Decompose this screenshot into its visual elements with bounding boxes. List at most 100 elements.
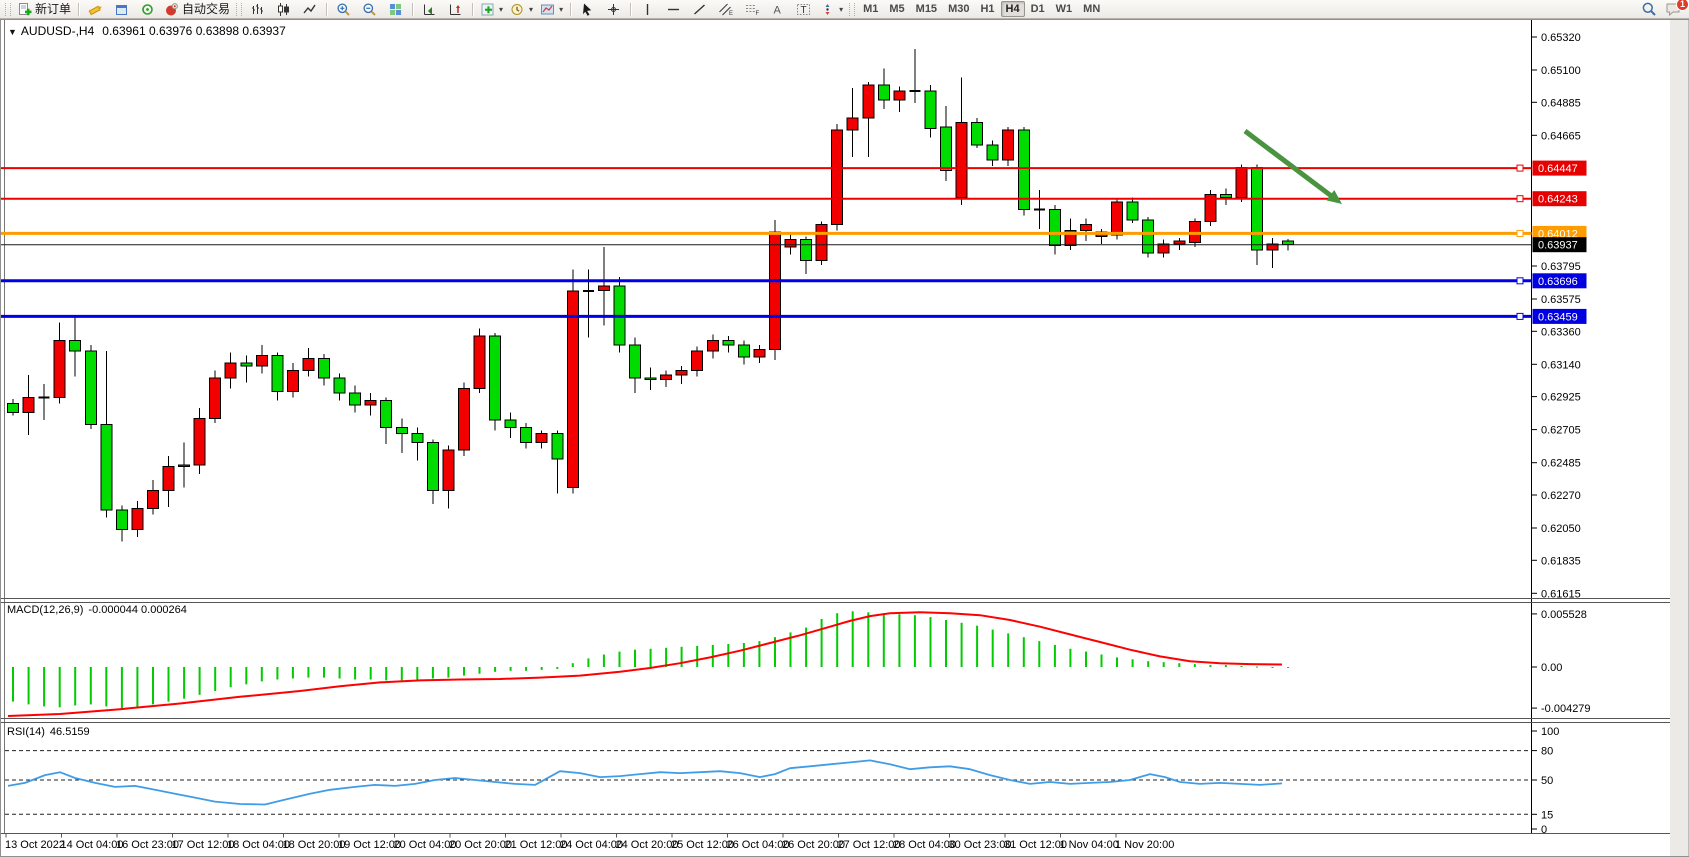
toolbar-grip[interactable] xyxy=(849,2,856,16)
svg-text:T: T xyxy=(800,5,806,16)
bar-chart-button[interactable] xyxy=(245,0,270,19)
sonar-icon xyxy=(142,3,153,15)
auto-scroll-button[interactable] xyxy=(417,0,442,19)
line-chart-button[interactable] xyxy=(297,0,322,19)
svg-text:0.62270: 0.62270 xyxy=(1541,490,1581,502)
market-watch-button[interactable] xyxy=(109,0,134,19)
chevron-down-icon: ▾ xyxy=(559,4,564,14)
text-icon: A xyxy=(774,4,782,16)
svg-text:0.63937: 0.63937 xyxy=(1538,240,1578,252)
chevron-down-icon: ▾ xyxy=(839,4,844,14)
candlestick-chart-icon xyxy=(278,2,290,16)
chart-frame xyxy=(0,19,1689,857)
text-label-button[interactable]: T xyxy=(791,0,816,19)
chart-shift-button[interactable] xyxy=(443,0,468,19)
svg-text:1 Nov 20:00: 1 Nov 20:00 xyxy=(1115,839,1174,851)
tile-windows-button[interactable] xyxy=(383,0,408,19)
timeframe-h1-button[interactable]: H1 xyxy=(980,3,995,15)
timeframe-m15-button[interactable]: M15 xyxy=(915,3,938,15)
separator xyxy=(570,2,572,16)
svg-text:30 Oct 23:00: 30 Oct 23:00 xyxy=(949,839,1012,851)
window-icon xyxy=(116,4,128,15)
rsi-value: 46.5159 xyxy=(49,726,90,738)
price-axis: 0.65320 0.65100 0.64885 0.64665 0.63795 0.635… xyxy=(1531,32,1587,600)
svg-text:0.00: 0.00 xyxy=(1541,662,1562,674)
trend-arrow-annotation[interactable] xyxy=(1243,129,1342,204)
trendline-icon xyxy=(694,3,706,15)
candlestick-chart-button[interactable] xyxy=(271,0,296,19)
horizontal-lines-layer[interactable] xyxy=(1,164,1532,320)
fibonacci-icon: F xyxy=(745,4,759,17)
timeframe-m1-button[interactable]: M1 xyxy=(863,3,879,15)
templates-button[interactable]: ▾ xyxy=(537,0,566,19)
autotrade-button[interactable]: 自动交易 xyxy=(161,0,233,19)
svg-text:0.62705: 0.62705 xyxy=(1541,425,1581,437)
arrows-button[interactable]: ▾ xyxy=(817,0,846,19)
svg-text:17 Oct 12:00: 17 Oct 12:00 xyxy=(172,839,235,851)
svg-text:31 Oct 12:00: 31 Oct 12:00 xyxy=(1004,839,1067,851)
svg-text:0.61615: 0.61615 xyxy=(1541,588,1581,600)
search-button[interactable] xyxy=(1636,0,1661,19)
toolbar-grip[interactable] xyxy=(5,2,11,16)
autotrade-icon xyxy=(166,2,178,15)
zoom-in-button[interactable] xyxy=(331,0,356,19)
svg-text:27 Oct 12:00: 27 Oct 12:00 xyxy=(838,839,901,851)
trendline-button[interactable] xyxy=(687,0,712,19)
timeframe-m30-button[interactable]: M30 xyxy=(948,3,970,15)
svg-text:A: A xyxy=(774,4,782,16)
chart-shift-icon xyxy=(450,4,461,15)
styles-button[interactable] xyxy=(83,0,108,19)
collapse-triangle-icon[interactable]: ▼ xyxy=(8,27,17,37)
chevron-down-icon: ▾ xyxy=(529,4,534,14)
macd-pane: 0.005528 0.00 -0.004279 xyxy=(7,609,1591,717)
search-icon xyxy=(1642,2,1656,16)
svg-text:26 Oct 04:00: 26 Oct 04:00 xyxy=(727,839,790,851)
svg-text:20 Oct 04:00: 20 Oct 04:00 xyxy=(394,839,457,851)
macd-values: -0.000044 0.000264 xyxy=(88,604,187,616)
zoom-in-icon xyxy=(337,2,350,16)
clock-icon xyxy=(511,3,523,15)
svg-text:19 Oct 12:00: 19 Oct 12:00 xyxy=(338,839,401,851)
cursor-button[interactable] xyxy=(575,0,600,19)
equidistant-channel-button[interactable]: E xyxy=(713,0,738,19)
periods-button[interactable]: ▾ xyxy=(507,0,536,19)
notification-badge: 1 xyxy=(1676,0,1689,11)
bar-chart-icon xyxy=(252,3,264,14)
svg-text:0.65100: 0.65100 xyxy=(1541,65,1581,77)
notifications-button[interactable]: 1 xyxy=(1661,0,1689,19)
text-button[interactable]: A xyxy=(765,0,790,19)
channel-icon: E xyxy=(718,3,733,17)
toolbar-grip[interactable] xyxy=(236,2,243,16)
timeframe-h4-button[interactable]: H4 xyxy=(1000,1,1025,17)
svg-text:-0.004279: -0.004279 xyxy=(1541,703,1591,715)
rsi-indicator-label: RSI(14) 46.5159 xyxy=(7,726,90,738)
horizontal-line-button[interactable] xyxy=(661,0,686,19)
svg-text:0.62485: 0.62485 xyxy=(1541,458,1581,470)
timeframe-m5-button[interactable]: M5 xyxy=(889,3,905,15)
vertical-line-button[interactable] xyxy=(635,0,660,19)
crosshair-icon xyxy=(608,3,620,15)
arrows-icon xyxy=(825,3,830,15)
svg-text:E: E xyxy=(729,11,733,17)
svg-text:14 Oct 04:00: 14 Oct 04:00 xyxy=(61,839,124,851)
crosshair-button[interactable] xyxy=(601,0,626,19)
text-label-icon: T xyxy=(796,3,810,16)
autotrade-label: 自动交易 xyxy=(182,1,231,16)
signals-button[interactable] xyxy=(135,0,160,19)
indicators-button[interactable]: ▾ xyxy=(477,0,506,19)
timeframe-w1-button[interactable]: W1 xyxy=(1055,3,1073,15)
fibonacci-button[interactable]: F xyxy=(739,0,764,19)
svg-text:0.62925: 0.62925 xyxy=(1541,392,1581,404)
svg-text:21 Oct 12:00: 21 Oct 12:00 xyxy=(505,839,568,851)
separator xyxy=(630,2,632,16)
toolbar: 新订单 自动交易 ▾ ▾ xyxy=(0,0,1689,19)
timeframe-d1-button[interactable]: D1 xyxy=(1030,3,1045,15)
new-order-button[interactable]: 新订单 xyxy=(14,0,74,19)
zoom-out-button[interactable] xyxy=(357,0,382,19)
timeframe-mn-button[interactable]: MN xyxy=(1083,3,1101,15)
svg-text:0.62050: 0.62050 xyxy=(1541,523,1581,535)
tile-windows-icon xyxy=(390,3,402,15)
